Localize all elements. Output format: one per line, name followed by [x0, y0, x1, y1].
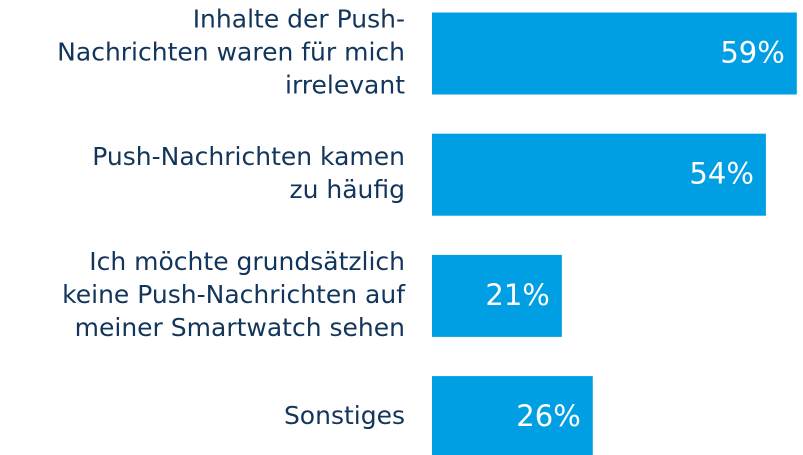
- category-label: zu häufig: [289, 175, 405, 204]
- category-label: Sonstiges: [284, 401, 405, 430]
- category-label: keine Push-Nachrichten auf: [62, 280, 406, 309]
- value-label: 21%: [485, 278, 549, 312]
- bar: [432, 133, 766, 216]
- category-label: Inhalte der Push-: [193, 5, 405, 34]
- bar: [432, 12, 797, 95]
- category-label: meiner Smartwatch sehen: [75, 313, 405, 342]
- value-label: 59%: [720, 36, 784, 70]
- value-label: 54%: [689, 157, 753, 191]
- category-label: Nachrichten waren für mich: [57, 38, 405, 67]
- bar: [432, 376, 593, 455]
- value-label: 26%: [516, 399, 580, 433]
- bar: [432, 254, 562, 337]
- category-label: Push-Nachrichten kamen: [92, 142, 405, 171]
- category-label: irrelevant: [285, 71, 405, 100]
- category-label: Ich möchte grundsätzlich: [89, 247, 405, 276]
